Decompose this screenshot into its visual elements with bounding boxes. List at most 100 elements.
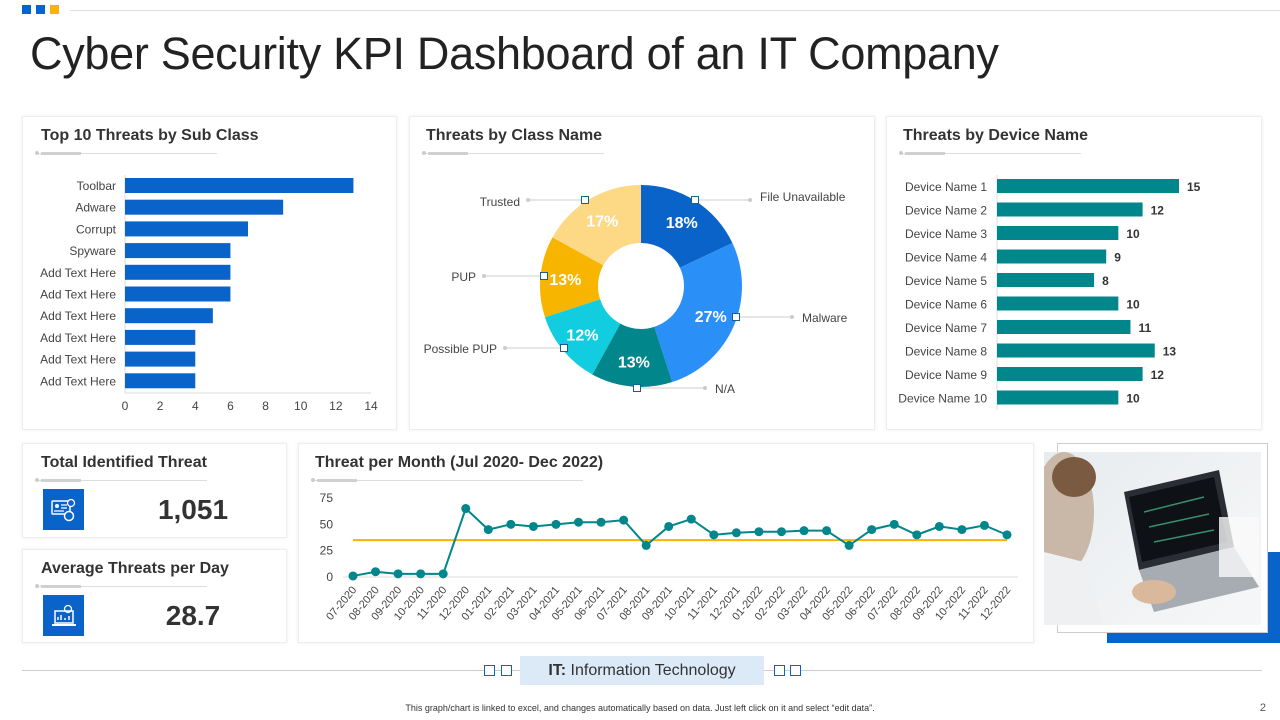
data-label: 8	[1102, 274, 1109, 288]
x-tick-label: 4	[192, 399, 199, 413]
category-label: Add Text Here	[40, 266, 116, 280]
data-point	[822, 526, 832, 536]
slice-percent-label: 13%	[618, 355, 650, 372]
bar-5	[125, 264, 231, 280]
x-tick-label: 12	[329, 399, 343, 413]
data-label: 12	[1151, 204, 1165, 218]
bar-device-8	[997, 343, 1155, 358]
laptop-chart-icon	[43, 595, 84, 636]
category-label: Device Name 10	[898, 392, 987, 406]
data-point	[574, 517, 584, 527]
logo-square-blue	[22, 5, 31, 14]
category-label: Device Name 1	[905, 180, 987, 194]
panel-title: Threats by Class Name	[426, 127, 603, 144]
category-label: Toolbar	[77, 179, 116, 193]
data-point	[371, 567, 381, 577]
bar-device-7	[997, 320, 1131, 334]
bar-1	[125, 178, 354, 193]
data-point	[1002, 530, 1012, 540]
donut-slice-file-unavailable	[641, 185, 733, 268]
category-label: Device Name 6	[905, 298, 987, 312]
data-point	[438, 569, 448, 579]
leader-dot	[790, 315, 794, 319]
title-underline	[35, 478, 207, 482]
leader-dot	[526, 198, 530, 202]
slice-percent-label: 12%	[566, 327, 598, 344]
slice-label: Malware	[802, 311, 848, 325]
total-threat-value: 1,051	[157, 494, 229, 525]
leader-marker	[633, 384, 641, 392]
bar-device-2	[997, 202, 1143, 217]
slice-percent-label: 17%	[586, 214, 618, 231]
panel-title: Total Identified Threat	[41, 454, 207, 471]
bar-device-3	[997, 226, 1119, 240]
slice-percent-label: 27%	[695, 309, 727, 326]
data-point	[844, 540, 854, 550]
bar-7	[125, 308, 213, 324]
data-point	[664, 521, 674, 531]
panel-title: Threats by Device Name	[903, 127, 1088, 144]
data-point	[483, 525, 493, 535]
category-label: Adware	[75, 201, 116, 215]
footer-abbrev: IT:	[548, 662, 567, 679]
leader-marker	[732, 313, 740, 321]
leader-dot	[703, 386, 707, 390]
y-tick-label: 50	[320, 517, 334, 531]
donut-slice-malware	[654, 242, 742, 383]
category-label: Add Text Here	[40, 288, 116, 302]
data-point	[641, 540, 651, 550]
data-point	[686, 514, 696, 524]
data-label: 10	[1126, 298, 1140, 312]
footer-square	[484, 665, 495, 676]
data-label: 9	[1114, 251, 1121, 265]
data-point	[393, 569, 403, 579]
page-number: 2	[1259, 702, 1266, 714]
y-tick-label: 75	[320, 491, 334, 505]
donut-slice-trusted	[552, 185, 641, 266]
donut-slice-pup	[540, 237, 604, 318]
bar-device-9	[997, 367, 1143, 381]
id-card-security-icon	[43, 489, 84, 530]
data-label: 10	[1126, 227, 1140, 241]
panel-title: Average Threats per Day	[41, 560, 229, 577]
category-label: Device Name 4	[905, 251, 987, 265]
x-tick-label: 6	[227, 399, 234, 413]
donut-slice-n-a	[592, 323, 673, 387]
x-tick-label: 2	[157, 399, 164, 413]
leader-dot	[482, 274, 486, 278]
panel-total-threat: Total Identified Threat 1,051	[22, 443, 287, 538]
category-label: Device Name 2	[905, 204, 987, 218]
panel-average-threat: Average Threats per Day 28.7	[22, 549, 287, 643]
person-using-laptop-image	[1044, 452, 1261, 625]
leader-marker	[540, 272, 548, 280]
bar-device-5	[997, 273, 1095, 287]
footer-square	[774, 665, 785, 676]
data-label: 11	[1138, 321, 1151, 335]
bar-10	[125, 373, 196, 389]
category-label: Add Text Here	[40, 374, 116, 388]
bar-9	[125, 351, 196, 367]
slice-percent-label: 13%	[549, 272, 581, 289]
data-point	[551, 519, 561, 529]
panel-monthly: Threat per Month (Jul 2020- Dec 2022)	[298, 443, 1034, 643]
bar-4	[125, 243, 231, 259]
data-point	[776, 527, 786, 537]
x-tick-label: 0	[122, 399, 129, 413]
y-tick-label: 25	[320, 544, 334, 558]
bar-2	[125, 199, 284, 215]
bar-3	[125, 221, 248, 237]
data-point	[957, 525, 967, 535]
footer-expansion: Information Technology	[566, 662, 736, 679]
data-point	[506, 519, 516, 529]
leader-marker	[581, 196, 589, 204]
leader-marker	[560, 344, 568, 352]
data-point	[596, 517, 606, 527]
slice-label: File Unavailable	[760, 190, 846, 204]
data-label: 15	[1187, 180, 1201, 194]
bar-6	[125, 286, 231, 302]
x-tick-label: 10	[294, 399, 308, 413]
data-point	[348, 571, 358, 581]
bar-device-6	[997, 296, 1119, 311]
category-label: Spyware	[69, 244, 116, 258]
data-point	[619, 515, 629, 525]
